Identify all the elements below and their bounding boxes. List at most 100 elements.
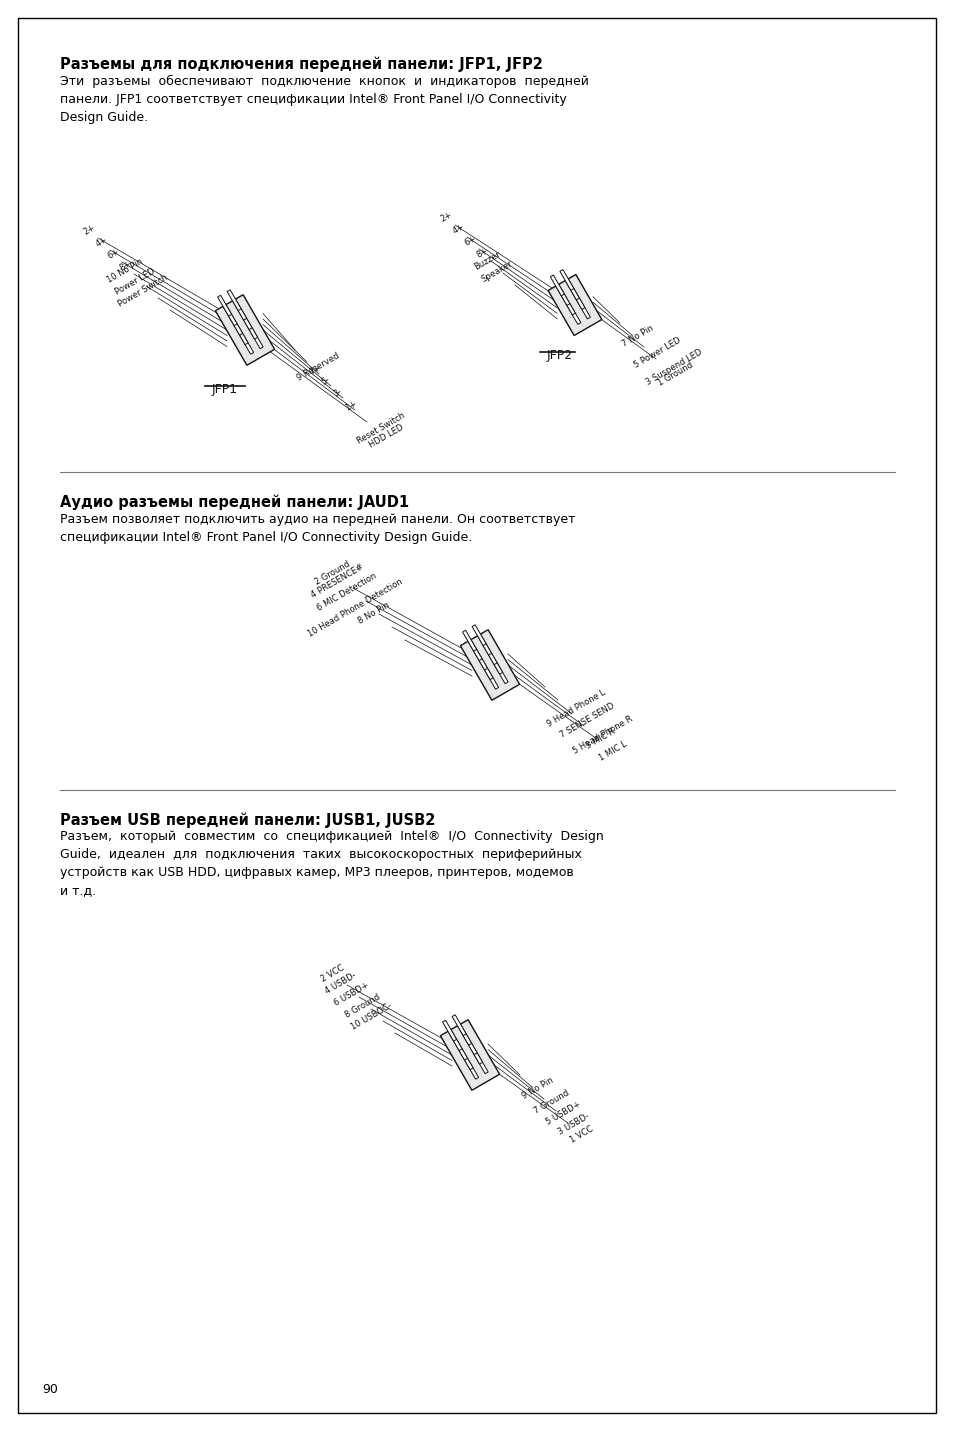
Text: 9 Reserved: 9 Reserved — [295, 351, 341, 382]
Polygon shape — [462, 1033, 476, 1055]
Text: 1 VCC: 1 VCC — [568, 1123, 595, 1145]
Text: 5 Power LED: 5 Power LED — [633, 336, 682, 371]
Text: спецификации Intel® Front Panel I/O Connectivity Design Guide.: спецификации Intel® Front Panel I/O Conn… — [60, 531, 472, 544]
Text: Разъемы для подключения передней панели: JFP1, JFP2: Разъемы для подключения передней панели:… — [60, 57, 542, 73]
Text: 1 Ground: 1 Ground — [657, 361, 695, 388]
Text: 8 No Pin: 8 No Pin — [355, 601, 391, 625]
Polygon shape — [217, 295, 232, 316]
Text: 4 PRESENCE#: 4 PRESENCE# — [309, 562, 365, 600]
Text: 2+: 2+ — [438, 210, 454, 225]
Polygon shape — [233, 323, 248, 345]
Polygon shape — [548, 275, 601, 335]
Polygon shape — [559, 269, 574, 290]
Polygon shape — [494, 663, 508, 684]
Text: 3 MIC R: 3 MIC R — [584, 727, 617, 751]
Text: JFP2: JFP2 — [546, 349, 573, 362]
Text: 7+: 7+ — [308, 363, 323, 376]
Text: Buzzer: Buzzer — [472, 250, 501, 272]
Text: 7 Ground: 7 Ground — [533, 1088, 571, 1115]
Polygon shape — [238, 309, 252, 329]
Polygon shape — [452, 1015, 466, 1036]
Text: Аудио разъемы передней панели: JAUD1: Аудио разъемы передней панели: JAUD1 — [60, 495, 409, 511]
Polygon shape — [229, 315, 242, 335]
Text: Speaker: Speaker — [479, 259, 514, 283]
Text: 4+: 4+ — [94, 235, 109, 249]
Polygon shape — [566, 303, 580, 325]
Text: 2 Ground: 2 Ground — [314, 560, 352, 587]
Polygon shape — [482, 644, 497, 664]
Polygon shape — [556, 285, 569, 305]
Text: 8+: 8+ — [118, 259, 132, 273]
Polygon shape — [448, 1030, 461, 1050]
Text: HDD LED: HDD LED — [368, 424, 405, 449]
Text: JFP1: JFP1 — [212, 382, 238, 395]
Text: Power LED: Power LED — [113, 268, 157, 298]
Text: 9 No Pin: 9 No Pin — [520, 1076, 555, 1102]
Polygon shape — [472, 625, 486, 645]
Text: 8+: 8+ — [475, 246, 490, 260]
Polygon shape — [233, 299, 247, 321]
Text: устройств как USB HDD, цифравых камер, MP3 плееров, принтеров, модемов: устройств как USB HDD, цифравых камер, M… — [60, 866, 573, 879]
Text: 1 MIC L: 1 MIC L — [598, 740, 628, 763]
Polygon shape — [215, 295, 274, 365]
Text: Эти  разъемы  обеспечивают  подключение  кнопок  и  индикаторов  передней: Эти разъемы обеспечивают подключение кно… — [60, 74, 588, 89]
Polygon shape — [468, 1043, 482, 1065]
Polygon shape — [473, 650, 487, 670]
Polygon shape — [468, 640, 481, 661]
Text: 4+: 4+ — [451, 222, 465, 236]
Text: 7 No Pin: 7 No Pin — [620, 323, 655, 349]
Polygon shape — [440, 1020, 499, 1090]
Polygon shape — [462, 630, 476, 651]
Text: 6+: 6+ — [106, 248, 121, 260]
Text: 90: 90 — [42, 1382, 58, 1397]
Text: 5 USBD+: 5 USBD+ — [544, 1100, 582, 1128]
Polygon shape — [560, 295, 575, 315]
Polygon shape — [223, 305, 237, 326]
Text: Разъем позволяет подключить аудио на передней панели. Он соответствует: Разъем позволяет подключить аудио на пер… — [60, 512, 575, 527]
Polygon shape — [458, 1049, 473, 1069]
Text: 6 MIC Detection: 6 MIC Detection — [314, 571, 377, 612]
Polygon shape — [453, 1039, 467, 1060]
Text: Power Switch: Power Switch — [116, 273, 169, 309]
Text: 2 VCC: 2 VCC — [319, 963, 346, 985]
Text: Разъем,  который  совместим  со  спецификацией  Intel®  I/O  Connectivity  Desig: Разъем, который совместим со спецификаци… — [60, 830, 603, 843]
Polygon shape — [243, 318, 257, 339]
Polygon shape — [249, 328, 263, 349]
Polygon shape — [460, 630, 519, 700]
Text: Разъем USB передней панели: JUSB1, JUSB2: Разъем USB передней панели: JUSB1, JUSB2 — [60, 811, 435, 827]
Text: 3-: 3- — [332, 386, 343, 399]
Polygon shape — [478, 658, 493, 680]
Text: 1+: 1+ — [344, 399, 358, 414]
Text: 6 USBD+: 6 USBD+ — [332, 980, 370, 1007]
Text: 10 Head Phone Detection: 10 Head Phone Detection — [306, 577, 403, 640]
Polygon shape — [576, 298, 590, 319]
Text: Reset Switch: Reset Switch — [355, 411, 407, 446]
Text: 10 No Pin: 10 No Pin — [106, 258, 145, 285]
Polygon shape — [477, 634, 491, 655]
Text: 3 USBD-: 3 USBD- — [557, 1112, 591, 1138]
Text: 5 Head Phone R: 5 Head Phone R — [572, 714, 634, 756]
Text: 7 SENSE SEND: 7 SENSE SEND — [558, 701, 616, 740]
Polygon shape — [442, 1020, 456, 1042]
Text: Guide,  идеален  для  подключения  таких  высокоскоростных  периферийных: Guide, идеален для подключения таких выс… — [60, 849, 581, 861]
Polygon shape — [474, 1053, 488, 1073]
Text: Design Guide.: Design Guide. — [60, 112, 148, 124]
Polygon shape — [488, 654, 502, 674]
Polygon shape — [570, 289, 584, 309]
Text: 8 Ground: 8 Ground — [343, 993, 381, 1020]
Text: 10 USBOC-: 10 USBOC- — [350, 1002, 394, 1032]
Text: 6+: 6+ — [462, 235, 477, 248]
Polygon shape — [227, 290, 241, 311]
Text: 4 USBD-: 4 USBD- — [323, 970, 357, 996]
Text: 3 Suspend LED: 3 Suspend LED — [644, 348, 703, 388]
Text: панели. JFP1 соответствует спецификации Intel® Front Panel I/O Connectivity: панели. JFP1 соответствует спецификации … — [60, 93, 566, 106]
Polygon shape — [550, 275, 564, 296]
Text: 5-: 5- — [319, 375, 332, 386]
Text: 2+: 2+ — [82, 223, 97, 238]
Polygon shape — [239, 333, 253, 355]
Text: 9 Head Phone L: 9 Head Phone L — [545, 688, 607, 728]
Polygon shape — [457, 1025, 471, 1045]
Polygon shape — [464, 1059, 478, 1079]
Polygon shape — [484, 668, 498, 690]
Polygon shape — [565, 279, 578, 301]
